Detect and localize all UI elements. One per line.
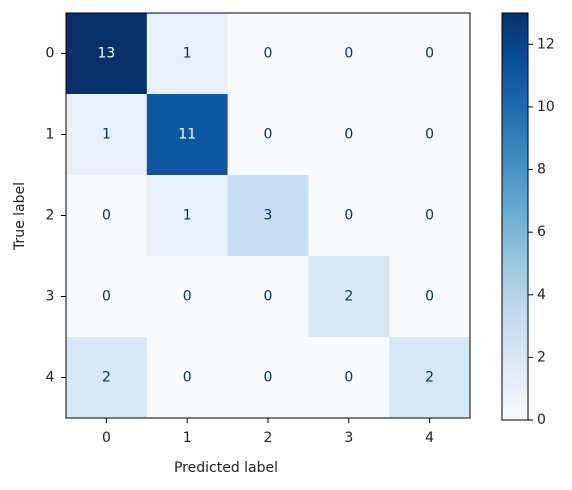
cell-label: 0 — [102, 208, 111, 224]
x-tick-label: 3 — [344, 430, 353, 446]
cell-label: 0 — [183, 370, 192, 386]
y-tick-label: 4 — [46, 370, 55, 386]
cell-label: 1 — [102, 127, 111, 143]
cell-label: 11 — [178, 127, 196, 143]
cell-label: 2 — [102, 370, 111, 386]
cell-label: 3 — [264, 208, 273, 224]
colorbar-tick-label: 2 — [537, 349, 546, 365]
colorbar-tick-label: 4 — [537, 287, 546, 303]
cell — [66, 13, 148, 95]
cell-label: 0 — [425, 46, 434, 62]
x-tick-label: 4 — [425, 430, 434, 446]
cell — [308, 94, 390, 176]
cell — [308, 337, 390, 419]
cell — [308, 13, 390, 95]
cell — [389, 337, 471, 419]
cell-label: 0 — [264, 46, 273, 62]
y-tick-label: 0 — [46, 46, 55, 62]
cell-label: 0 — [344, 370, 353, 386]
cell — [66, 94, 148, 176]
cell — [227, 13, 309, 95]
colorbar-tick-label: 6 — [537, 224, 546, 240]
cell — [146, 256, 229, 338]
cell — [66, 256, 148, 338]
cell — [389, 175, 471, 257]
cell — [66, 337, 148, 419]
colorbar-tick-label: 8 — [537, 162, 546, 178]
cell-label: 0 — [264, 127, 273, 143]
y-tick-label: 1 — [46, 127, 55, 143]
colorbar-tick-label: 0 — [537, 412, 546, 428]
cell — [389, 256, 471, 338]
cell-label: 0 — [264, 289, 273, 305]
cell-label: 0 — [425, 127, 434, 143]
cell — [389, 94, 471, 176]
colorbar-tick-label: 12 — [537, 36, 555, 52]
cell — [146, 337, 229, 419]
x-tick-label: 2 — [264, 430, 273, 446]
cell — [146, 94, 229, 176]
cell — [146, 175, 229, 257]
cell-label: 1 — [183, 46, 192, 62]
cell — [227, 94, 309, 176]
cell — [308, 256, 390, 338]
cell — [227, 175, 309, 257]
cell — [66, 175, 148, 257]
cell-label: 0 — [102, 289, 111, 305]
cell-label: 0 — [344, 46, 353, 62]
cell — [308, 175, 390, 257]
x-axis-label: Predicted label — [174, 460, 278, 476]
cell-label: 0 — [264, 370, 273, 386]
colorbar-tick-label: 10 — [537, 99, 555, 115]
cell-label: 13 — [97, 46, 115, 62]
y-tick-label: 2 — [46, 208, 55, 224]
x-tick-label: 0 — [102, 430, 111, 446]
cell — [389, 13, 471, 95]
x-tick-label: 1 — [183, 430, 192, 446]
cell — [227, 256, 309, 338]
cell-label: 0 — [425, 289, 434, 305]
cell-label: 0 — [344, 208, 353, 224]
y-tick-label: 3 — [46, 289, 55, 305]
y-axis-label: True label — [12, 182, 28, 251]
cell-label: 2 — [344, 289, 353, 305]
cell — [227, 337, 309, 419]
cell-label: 1 — [183, 208, 192, 224]
colorbar — [501, 12, 529, 421]
cell — [146, 13, 229, 95]
cell-label: 0 — [425, 208, 434, 224]
cell-label: 0 — [344, 127, 353, 143]
cell-label: 2 — [425, 370, 434, 386]
cell-label: 0 — [183, 289, 192, 305]
